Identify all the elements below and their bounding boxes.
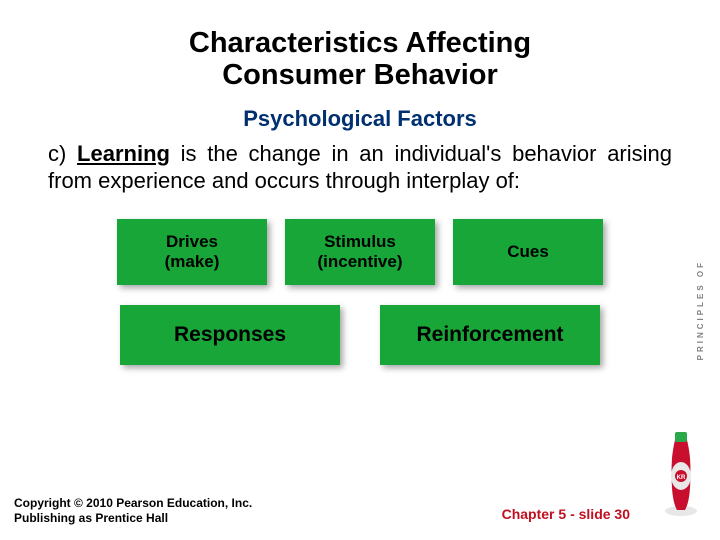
box-responses: Responses: [120, 305, 340, 365]
box-drives: Drives (make): [117, 219, 267, 285]
box-label-sub: (incentive): [317, 252, 402, 271]
title-line-2: Consumer Behavior: [222, 59, 498, 91]
side-text-top: PRINCIPLES OF: [696, 260, 705, 360]
body-prefix: c): [48, 141, 77, 166]
box-cues: Cues: [453, 219, 603, 285]
title-line-1: Characteristics Affecting: [189, 27, 531, 59]
footer-line-1: Copyright © 2010 Pearson Education, Inc.: [14, 496, 252, 510]
slide: Characteristics Affecting Consumer Behav…: [0, 0, 720, 540]
boxes-row-1: Drives (make) Stimulus (incentive) Cues: [70, 219, 650, 285]
body-keyword: Learning: [77, 141, 170, 166]
side-vertical-text: PRINCIPLES OF: [695, 260, 708, 360]
boxes-row-2: Responses Reinforcement: [70, 305, 650, 365]
box-label-sub: (make): [165, 252, 220, 271]
box-label: Responses: [174, 323, 286, 347]
slide-title: Characteristics Affecting Consumer Behav…: [40, 28, 680, 92]
box-label: Cues: [507, 242, 549, 261]
svg-text:KR: KR: [677, 475, 686, 481]
footer-slide-number: Chapter 5 - slide 30: [502, 506, 630, 522]
box-stimulus: Stimulus (incentive): [285, 219, 435, 285]
subtitle: Psychological Factors: [40, 106, 680, 132]
side-decoration: PRINCIPLES OF KR: [644, 260, 714, 520]
footer-copyright: Copyright © 2010 Pearson Education, Inc.…: [14, 496, 252, 526]
body-text: c) Learning is the change in an individu…: [48, 140, 672, 195]
box-label: Reinforcement: [416, 323, 563, 347]
box-label: Stimulus: [324, 232, 396, 251]
footer-line-2: Publishing as Prentice Hall: [14, 511, 168, 525]
bottle-icon: KR: [662, 428, 700, 518]
box-label: Drives: [166, 232, 218, 251]
box-reinforcement: Reinforcement: [380, 305, 600, 365]
